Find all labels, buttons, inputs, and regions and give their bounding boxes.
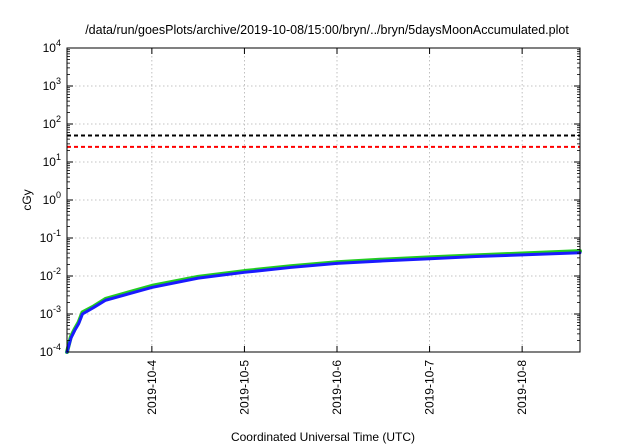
y-tick-label: 103 — [43, 76, 61, 93]
y-tick-label: 101 — [43, 152, 61, 169]
x-axis: 2019-10-4 2019-10-5 2019-10-6 2019-10-7 2019… — [145, 48, 529, 415]
x-tick-label: 2019-10-7 — [423, 360, 437, 415]
x-tick-label: 2019-10-4 — [145, 360, 159, 415]
x-tick-label: 2019-10-5 — [237, 360, 251, 415]
y-axis-label: cGy — [20, 189, 34, 210]
x-axis-label: Coordinated Universal Time (UTC) — [231, 430, 415, 444]
series-group — [65, 249, 582, 354]
chart-title: /data/run/goesPlots/archive/2019-10-08/1… — [85, 23, 569, 37]
y-tick-label: 104 — [43, 38, 61, 55]
y-tick-label: 10-1 — [40, 228, 61, 245]
y-tick-label: 10-3 — [40, 304, 61, 321]
x-tick-label: 2019-10-6 — [330, 360, 344, 415]
reference-lines — [67, 134, 580, 148]
series-line — [65, 251, 582, 354]
y-tick-label: 100 — [43, 190, 61, 207]
y-tick-label: 10-4 — [40, 342, 61, 359]
x-tick-label: 2019-10-8 — [515, 360, 529, 415]
y-tick-label: 10-2 — [40, 266, 61, 283]
y-tick-label: 102 — [43, 114, 61, 131]
y-axis: 10-4 10-3 10-2 10-1 100 101 102 103 104 — [40, 38, 580, 359]
